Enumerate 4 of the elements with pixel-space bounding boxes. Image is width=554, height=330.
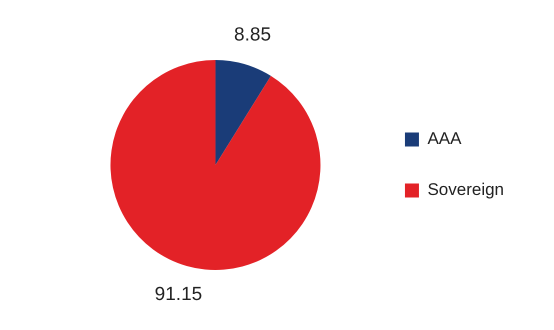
data-label: 91.15 <box>154 284 202 306</box>
legend-label: Sovereign <box>427 180 504 200</box>
data-label: 8.85 <box>234 24 272 46</box>
legend-label: AAA <box>427 129 462 148</box>
